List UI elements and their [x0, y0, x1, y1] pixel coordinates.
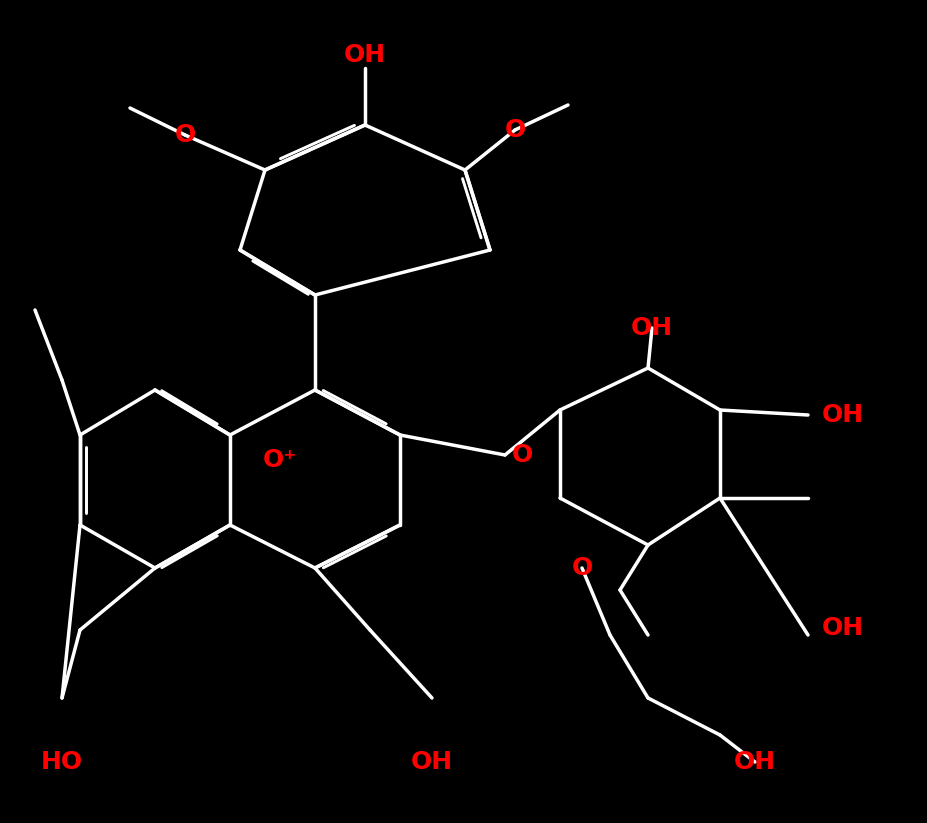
- Text: O: O: [504, 118, 525, 142]
- Text: HO: HO: [41, 750, 83, 774]
- Text: O: O: [571, 556, 592, 580]
- Text: OH: OH: [344, 43, 386, 67]
- Text: O: O: [511, 443, 532, 467]
- Text: OH: OH: [411, 750, 452, 774]
- Text: O⁺: O⁺: [262, 448, 297, 472]
- Text: OH: OH: [630, 316, 672, 340]
- Text: OH: OH: [821, 403, 863, 427]
- Text: O: O: [174, 123, 196, 147]
- Text: OH: OH: [821, 616, 863, 640]
- Text: OH: OH: [733, 750, 775, 774]
